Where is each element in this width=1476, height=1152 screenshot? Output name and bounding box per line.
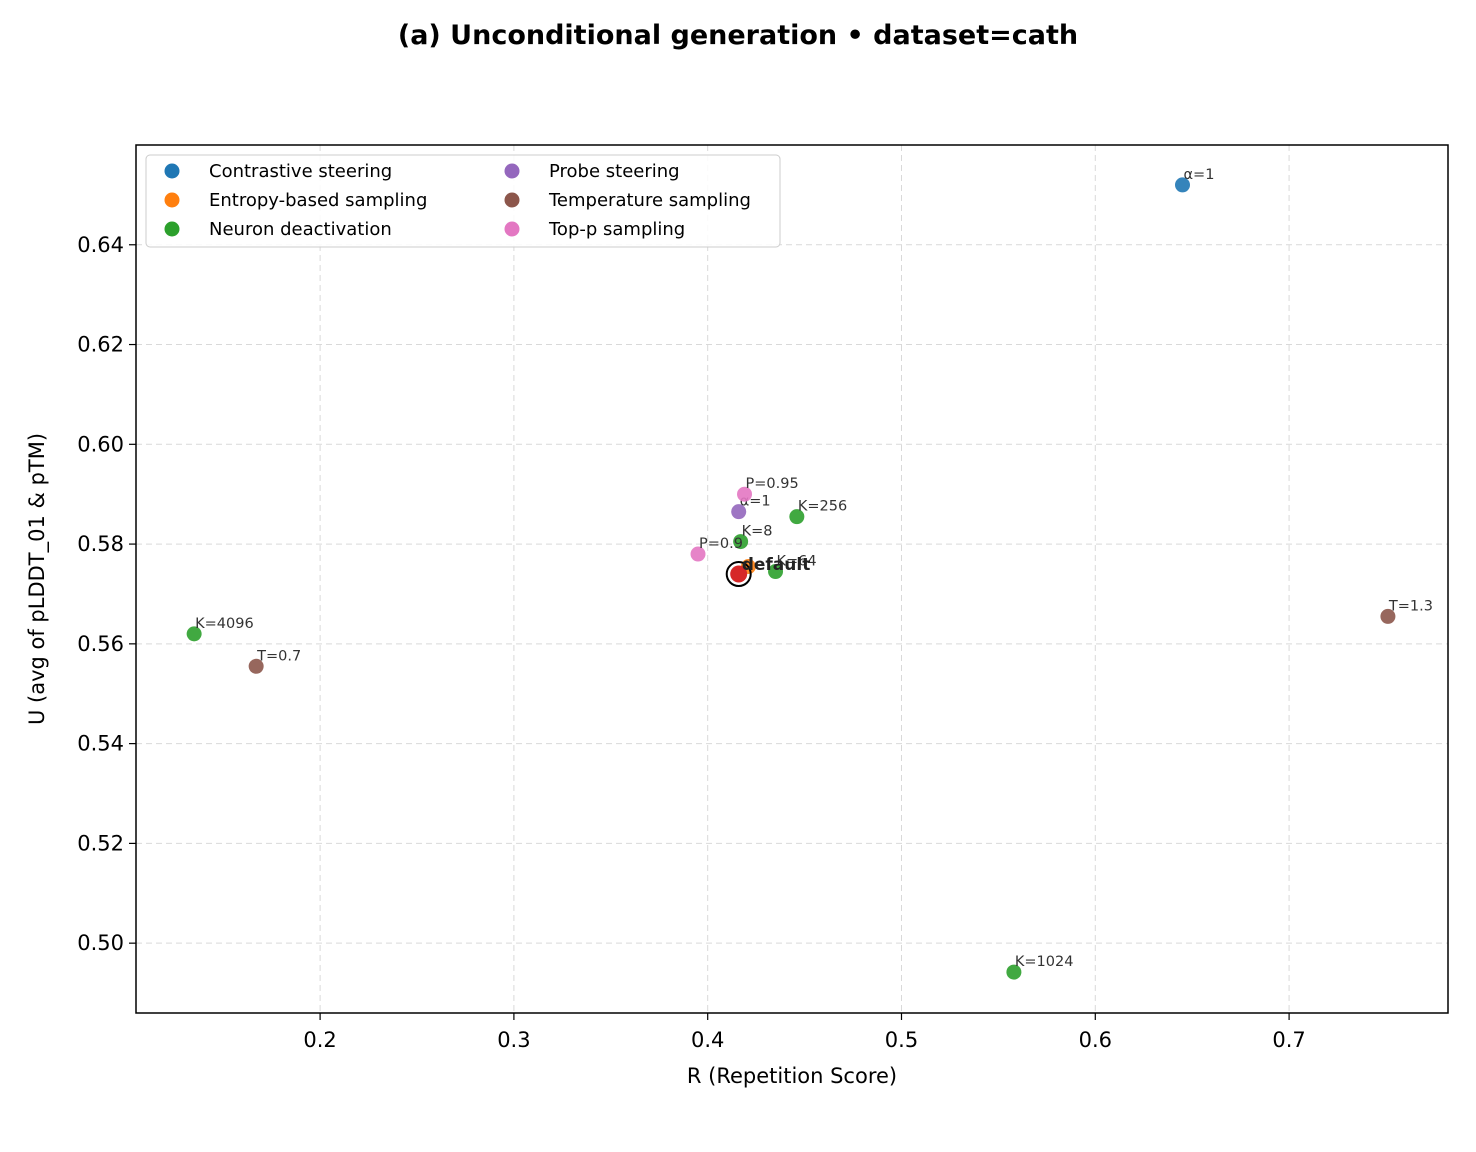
chart-title: (a) Unconditional generation • dataset=c… bbox=[398, 20, 1078, 51]
legend-entry: Contrastive steering bbox=[209, 161, 392, 182]
y-tick-label: 0.54 bbox=[77, 732, 124, 756]
grid bbox=[136, 145, 1448, 1013]
default-point-label: default bbox=[742, 555, 811, 575]
legend-marker bbox=[504, 192, 520, 208]
legend-marker bbox=[504, 163, 520, 179]
data-points: α=1K=4096K=8K=256K=64K=1024α=1T=0.7T=1.3… bbox=[186, 167, 1433, 980]
x-tick-label: 0.6 bbox=[1079, 1028, 1112, 1052]
legend-marker bbox=[164, 163, 180, 179]
legend-entry: Entropy-based sampling bbox=[209, 190, 427, 211]
data-point bbox=[186, 626, 202, 642]
y-tick-label: 0.50 bbox=[77, 931, 124, 955]
data-point bbox=[733, 534, 749, 550]
plot-frame bbox=[135, 144, 1449, 1014]
y-tick-label: 0.58 bbox=[77, 532, 124, 556]
legend-entry: Probe steering bbox=[549, 161, 680, 182]
legend-marker bbox=[164, 221, 180, 237]
data-point bbox=[1174, 177, 1190, 193]
y-tick-label: 0.64 bbox=[77, 233, 124, 257]
point-label: K=256 bbox=[798, 499, 847, 515]
point-label: K=4096 bbox=[195, 616, 254, 632]
point-label: K=64 bbox=[777, 554, 817, 570]
data-point bbox=[737, 486, 753, 502]
legend-frame bbox=[145, 154, 781, 248]
data-point bbox=[789, 509, 805, 525]
data-point bbox=[1380, 608, 1396, 624]
y-axis: 0.50 0.52 0.54 0.56 0.58 0.60 0.62 0.64 bbox=[77, 233, 136, 955]
data-point bbox=[1006, 964, 1022, 980]
x-tick-label: 0.4 bbox=[691, 1028, 724, 1052]
data-point bbox=[690, 546, 706, 562]
default-point-ring bbox=[725, 561, 752, 588]
y-tick-label: 0.60 bbox=[77, 432, 124, 456]
y-tick-label: 0.62 bbox=[77, 333, 124, 357]
x-tick-label: 0.2 bbox=[303, 1028, 336, 1052]
legend: Contrastive steering Entropy-based sampli… bbox=[145, 154, 781, 248]
point-label: α=1 bbox=[1183, 167, 1214, 183]
legend-marker bbox=[164, 192, 180, 208]
y-axis-label: U (avg of pLDDT_01 & pTM) bbox=[25, 433, 50, 725]
y-tick-label: 0.56 bbox=[77, 632, 124, 656]
x-tick-label: 0.7 bbox=[1272, 1028, 1305, 1052]
point-label: K=1024 bbox=[1015, 954, 1074, 970]
legend-entry: Top-p sampling bbox=[548, 219, 685, 240]
point-label: T=1.3 bbox=[1388, 598, 1433, 614]
point-label: T=0.7 bbox=[256, 648, 301, 664]
point-label: P=0.95 bbox=[746, 476, 799, 492]
legend-entry: Temperature sampling bbox=[548, 190, 751, 211]
legend-marker bbox=[504, 221, 520, 237]
point-label: P=0.9 bbox=[699, 536, 743, 552]
y-tick-label: 0.52 bbox=[77, 831, 124, 855]
legend-entry: Neuron deactivation bbox=[209, 219, 392, 240]
x-tick-label: 0.3 bbox=[497, 1028, 530, 1052]
x-axis-label: R (Repetition Score) bbox=[687, 1064, 897, 1088]
data-point bbox=[768, 564, 784, 580]
default-point bbox=[730, 565, 748, 583]
point-label: K=8 bbox=[742, 524, 773, 540]
data-point bbox=[731, 504, 747, 520]
x-axis: 0.2 0.3 0.4 0.5 0.6 0.7 bbox=[303, 1013, 1306, 1052]
x-tick-label: 0.5 bbox=[885, 1028, 918, 1052]
data-point bbox=[248, 658, 264, 674]
